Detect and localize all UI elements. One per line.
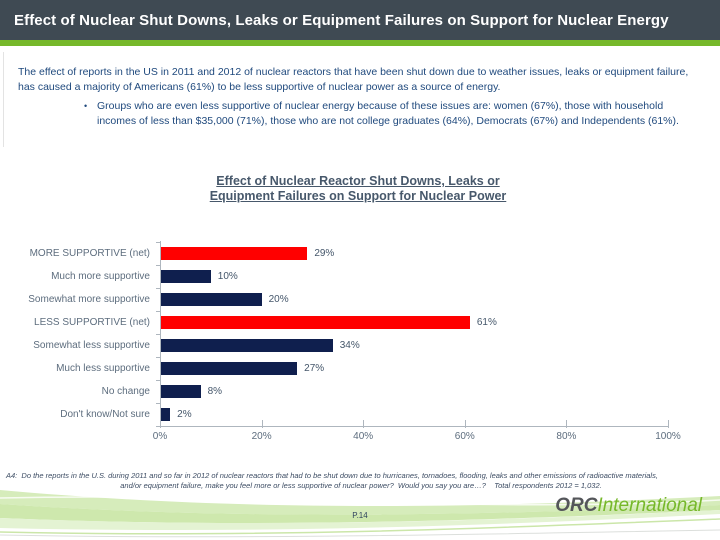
y-tick	[156, 380, 160, 381]
category-label: Somewhat less supportive	[33, 340, 150, 351]
chart-bar	[160, 293, 262, 306]
chart-y-axis	[160, 241, 161, 427]
x-tick	[566, 420, 568, 428]
chart-title: Effect of Nuclear Reactor Shut Downs, Le…	[0, 174, 716, 204]
y-tick	[156, 403, 160, 404]
x-tick	[261, 420, 263, 428]
bullet-icon: •	[84, 101, 88, 111]
bar-value-label: 29%	[314, 248, 335, 259]
y-tick	[156, 426, 160, 427]
chart-bar	[160, 270, 211, 283]
y-tick	[156, 334, 160, 335]
footnote: A4: Do the reports in the U.S. during 20…	[6, 471, 716, 492]
slide-title: Effect of Nuclear Shut Downs, Leaks or E…	[14, 11, 669, 29]
chart-row: Somewhat more supportive 20%	[0, 288, 720, 311]
bar-track: 61%	[160, 316, 668, 329]
chart-row: Somewhat less supportive 34%	[0, 334, 720, 357]
bar-value-label: 2%	[177, 409, 192, 420]
chart-bar	[160, 339, 333, 352]
y-tick	[156, 265, 160, 266]
bar-chart: MORE SUPPORTIVE (net) 29% Much more suppor…	[0, 242, 720, 426]
x-tick	[464, 420, 466, 428]
left-placeholder-line	[3, 52, 4, 147]
slide-footer: P.14 ORCInternational	[0, 488, 720, 540]
bar-track: 10%	[160, 270, 668, 283]
bar-track: 8%	[160, 385, 668, 398]
bar-track: 2%	[160, 408, 668, 421]
x-tick-label: 40%	[353, 431, 374, 442]
bar-value-label: 20%	[268, 294, 289, 305]
bar-value-label: 8%	[207, 386, 223, 397]
bullet-item: • Groups who are even less supportive of…	[84, 99, 692, 128]
orc-international-logo: ORCInternational	[555, 495, 702, 517]
category-label: MORE SUPPORTIVE (net)	[29, 248, 150, 259]
logo-international-text: International	[597, 495, 702, 516]
logo-orc-text: ORC	[555, 495, 598, 516]
chart-bar	[160, 316, 470, 329]
bar-track: 29%	[160, 247, 668, 260]
chart-bar	[160, 408, 171, 421]
chart-row: Much less supportive 27%	[0, 357, 720, 380]
category-label: LESS SUPPORTIVE (net)	[34, 317, 150, 328]
bullet-text: Groups who are even less supportive of n…	[97, 100, 679, 127]
x-tick-label: 0%	[152, 431, 168, 442]
bar-track: 34%	[160, 339, 668, 352]
bar-track: 27%	[160, 362, 668, 375]
category-label: Much less supportive	[56, 363, 150, 374]
bar-value-label: 34%	[339, 340, 360, 351]
category-label: Much more supportive	[51, 271, 150, 282]
footnote-line2: and/or equipment failure, make you feel …	[120, 481, 602, 490]
x-tick-label: 100%	[655, 431, 681, 442]
category-label: Somewhat more supportive	[28, 294, 150, 305]
green-swoosh-graphic	[0, 490, 720, 538]
y-tick	[156, 357, 160, 358]
bar-value-label: 61%	[476, 317, 497, 328]
x-tick-label: 80%	[556, 431, 577, 442]
y-tick	[156, 288, 160, 289]
x-tick	[160, 420, 161, 428]
bar-value-label: 27%	[304, 363, 325, 374]
chart-row: No change 8%	[0, 380, 720, 403]
y-tick	[156, 242, 160, 243]
category-label: No change	[101, 386, 150, 397]
chart-title-line2: Equipment Failures on Support for Nuclea…	[209, 189, 507, 203]
chart-bar	[160, 385, 201, 398]
x-tick	[668, 420, 669, 428]
chart-x-axis	[160, 426, 669, 427]
x-tick-label: 20%	[251, 431, 272, 442]
category-label: Don't know/Not sure	[60, 409, 150, 420]
chart-row: Much more supportive 10%	[0, 265, 720, 288]
chart-row: LESS SUPPORTIVE (net) 61%	[0, 311, 720, 334]
bar-value-label: 10%	[217, 271, 238, 282]
page-number: P.14	[352, 511, 368, 520]
chart-row: MORE SUPPORTIVE (net) 29%	[0, 242, 720, 265]
header-accent-rule	[0, 40, 720, 46]
chart-title-line1: Effect of Nuclear Reactor Shut Downs, Le…	[216, 174, 500, 188]
intro-paragraph: The effect of reports in the US in 2011 …	[18, 65, 689, 93]
slide-header: Effect of Nuclear Shut Downs, Leaks or E…	[0, 0, 720, 40]
chart-bar	[160, 247, 308, 260]
chart-row: Don't know/Not sure 2%	[0, 403, 720, 426]
y-tick	[156, 311, 160, 312]
footnote-line1: A4: Do the reports in the U.S. during 20…	[6, 470, 658, 480]
x-tick-label: 60%	[454, 431, 475, 442]
chart-bar	[160, 362, 298, 375]
x-tick	[363, 420, 365, 428]
bar-track: 20%	[160, 293, 668, 306]
